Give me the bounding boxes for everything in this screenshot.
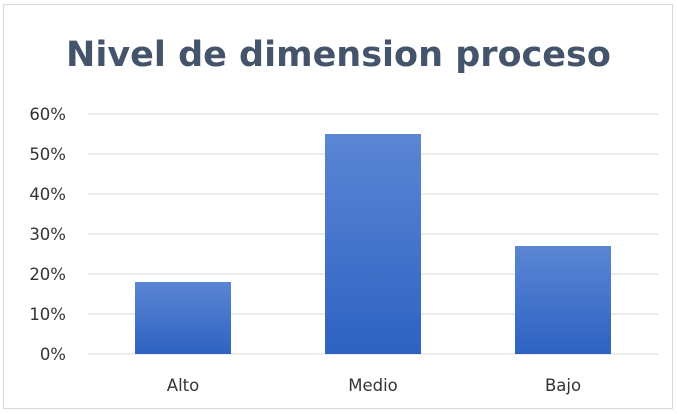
bars: [135, 134, 611, 354]
bar-alto: [135, 282, 231, 354]
y-tick-label: 40%: [29, 185, 66, 204]
x-tick-label: Medio: [348, 376, 398, 395]
y-tick-label: 30%: [29, 225, 66, 244]
y-tick-label: 20%: [29, 265, 66, 284]
x-tick-label: Bajo: [545, 376, 581, 395]
bar-medio: [325, 134, 421, 354]
y-tick-label: 0%: [40, 345, 66, 364]
chart-title: Nivel de dimension proceso: [66, 35, 611, 75]
y-tick-label: 10%: [29, 305, 66, 324]
y-tick-label: 60%: [29, 105, 66, 124]
y-axis-ticks: 0% 10% 20% 30% 40% 50% 60%: [29, 105, 66, 364]
x-tick-label: Alto: [167, 376, 199, 395]
bar-bajo: [515, 246, 611, 354]
x-axis-ticks: Alto Medio Bajo: [167, 376, 581, 395]
y-tick-label: 50%: [29, 145, 66, 164]
